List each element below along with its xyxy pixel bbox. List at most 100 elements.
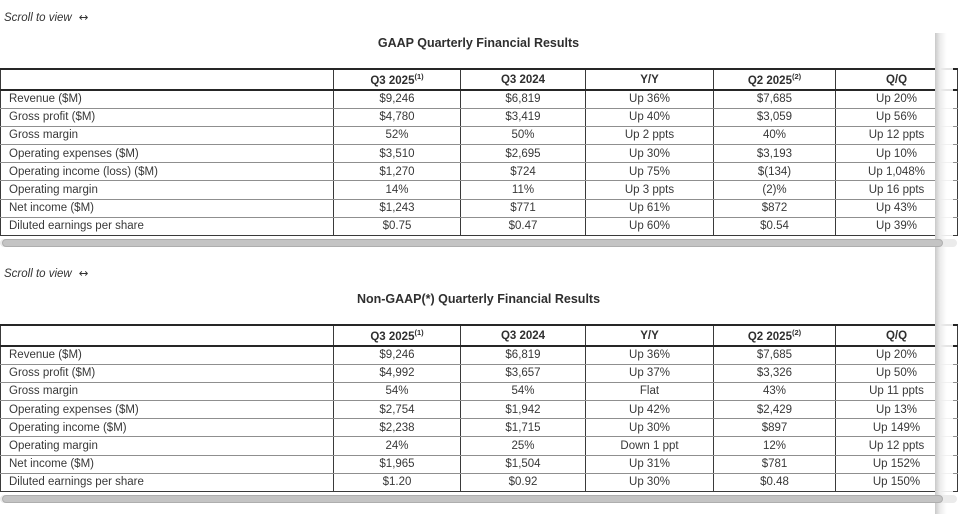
cell-value: 24%	[333, 436, 461, 456]
table-row: Operating income (loss) ($M) $1,270 $724 Up…	[0, 162, 958, 182]
cell-value: Up 37%	[585, 364, 714, 383]
horizontal-scroll-arrow-icon: ↔	[78, 10, 89, 24]
table-row: Diluted earnings per share $0.75 $0.47 Up 6…	[0, 217, 958, 237]
cell-value: $3,419	[460, 108, 586, 127]
table-row: Operating expenses ($M) $3,510 $2,695 Up 30…	[0, 144, 958, 164]
table-row: Operating income ($M) $2,238 $1,715 Up 30% $…	[0, 418, 958, 438]
table-row: Operating margin 14% 11% Up 3 ppts (2)% Up 16…	[0, 180, 958, 200]
column-header-label: Y/Y	[640, 329, 659, 342]
cell-value: $3,193	[713, 144, 836, 164]
table-title: GAAP Quarterly Financial Results	[377, 36, 580, 50]
horizontal-scrollbar-track[interactable]	[0, 495, 957, 503]
cell-value: $2,429	[713, 400, 836, 420]
cell-value: Up 12 ppts	[835, 126, 958, 146]
scroll-hint-label: Scroll to view	[4, 268, 72, 280]
cell-value: $1,965	[333, 455, 461, 474]
cell-value: 52%	[333, 126, 461, 146]
cell-value: Up 3 ppts	[585, 180, 714, 200]
gaap-results-section: Scroll to view ↔ GAAP Quarterly Financial…	[0, 10, 960, 247]
footnote-marker: (1)	[414, 328, 424, 338]
cell-value: $1.20	[333, 473, 461, 493]
row-label: Operating margin	[0, 436, 334, 456]
row-label: Net income ($M)	[0, 199, 334, 218]
cell-value: $2,754	[333, 400, 461, 420]
cell-value: $1,270	[333, 162, 461, 182]
cell-value: 11%	[460, 180, 586, 200]
cell-value: $872	[713, 199, 836, 218]
cell-value: 25%	[460, 436, 586, 456]
cell-value: $3,326	[713, 364, 836, 383]
financial-table: Q3 2025(1) Q3 2024 Y/Y Q2 2025(2) Q/Q Revenu…	[0, 324, 958, 493]
cell-value: Up 30%	[585, 473, 714, 493]
cell-value: $7,685	[713, 346, 836, 365]
cell-value: Up 30%	[585, 418, 714, 438]
cell-value: 54%	[460, 382, 586, 402]
row-label: Revenue ($M)	[0, 90, 334, 109]
cell-value: $1,942	[460, 400, 586, 420]
scroll-hint-label: Scroll to view	[4, 12, 72, 24]
table-row: Net income ($M) $1,965 $1,504 Up 31% $781 Up …	[0, 455, 958, 474]
cell-value: $9,246	[333, 346, 461, 365]
horizontal-scroll-arrow-icon: ↔	[78, 266, 89, 280]
row-label: Operating expenses ($M)	[0, 144, 334, 164]
cell-value: Up 75%	[585, 162, 714, 182]
vertical-scrollbar-track[interactable]	[935, 33, 953, 514]
cell-value: Up 43%	[835, 199, 958, 218]
cell-value: $4,992	[333, 364, 461, 383]
cell-value: Up 40%	[585, 108, 714, 127]
row-label: Gross margin	[0, 382, 334, 402]
table-row: Net income ($M) $1,243 $771 Up 61% $872 Up 43…	[0, 199, 958, 218]
cell-value: Up 13%	[835, 400, 958, 420]
horizontal-scrollbar-thumb[interactable]	[2, 239, 943, 247]
row-label: Operating income ($M)	[0, 418, 334, 438]
empty-corner-cell	[0, 324, 334, 347]
cell-value: Up 2 ppts	[585, 126, 714, 146]
column-header-label: Q2 2025	[747, 330, 792, 343]
column-header: Q/Q	[835, 324, 958, 347]
column-header-label: Q3 2024	[500, 73, 546, 86]
column-header: Y/Y	[585, 324, 714, 347]
cell-value: $3,657	[460, 364, 586, 383]
cell-value: 12%	[713, 436, 836, 456]
row-label: Net income ($M)	[0, 455, 334, 474]
row-label: Operating expenses ($M)	[0, 400, 334, 420]
cell-value: $0.48	[713, 473, 836, 493]
table-row: Revenue ($M) $9,246 $6,819 Up 36% $7,685 Up 2…	[0, 346, 958, 365]
cell-value: Up 50%	[835, 364, 958, 383]
table-row: Gross profit ($M) $4,992 $3,657 Up 37% $3,32…	[0, 364, 958, 383]
cell-value: Up 30%	[585, 144, 714, 164]
row-label: Diluted earnings per share	[0, 217, 334, 237]
cell-value: $1,504	[460, 455, 586, 474]
table-title: Non-GAAP(*) Quarterly Financial Results	[356, 292, 601, 306]
column-header: Q3 2024	[460, 68, 586, 91]
horizontal-scrollbar-track[interactable]	[0, 239, 957, 247]
cell-value: $2,695	[460, 144, 586, 164]
row-label: Gross profit ($M)	[0, 108, 334, 127]
column-header: Q3 2025(1)	[333, 68, 461, 91]
cell-value: Up 56%	[835, 108, 958, 127]
financial-table: Q3 2025(1) Q3 2024 Y/Y Q2 2025(2) Q/Q Revenu…	[0, 68, 958, 237]
cell-value: Up 20%	[835, 90, 958, 109]
row-label: Operating income (loss) ($M)	[0, 162, 334, 182]
table-row: Operating margin 24% 25% Down 1 ppt 12% Up 12…	[0, 436, 958, 456]
footnote-marker: (1)	[414, 72, 424, 82]
table-row: Operating expenses ($M) $2,754 $1,942 Up 42…	[0, 400, 958, 420]
cell-value: Flat	[585, 382, 714, 402]
cell-value: $0.54	[713, 217, 836, 237]
column-header-label: Q/Q	[885, 329, 908, 342]
cell-value: Up 39%	[835, 217, 958, 237]
scroll-hint: Scroll to view ↔	[4, 266, 960, 280]
empty-corner-cell	[0, 68, 334, 91]
cell-value: $897	[713, 418, 836, 438]
cell-value: $1,715	[460, 418, 586, 438]
column-header: Q/Q	[835, 68, 958, 91]
row-label: Revenue ($M)	[0, 346, 334, 365]
cell-value: $0.92	[460, 473, 586, 493]
cell-value: 40%	[713, 126, 836, 146]
horizontal-scrollbar-thumb[interactable]	[2, 495, 943, 503]
footnote-marker: (2)	[791, 328, 802, 338]
header-row: Q3 2025(1) Q3 2024 Y/Y Q2 2025(2) Q/Q	[0, 324, 958, 347]
cell-value: Up 20%	[835, 346, 958, 365]
cell-value: $7,685	[713, 90, 836, 109]
row-label: Gross margin	[0, 126, 334, 146]
